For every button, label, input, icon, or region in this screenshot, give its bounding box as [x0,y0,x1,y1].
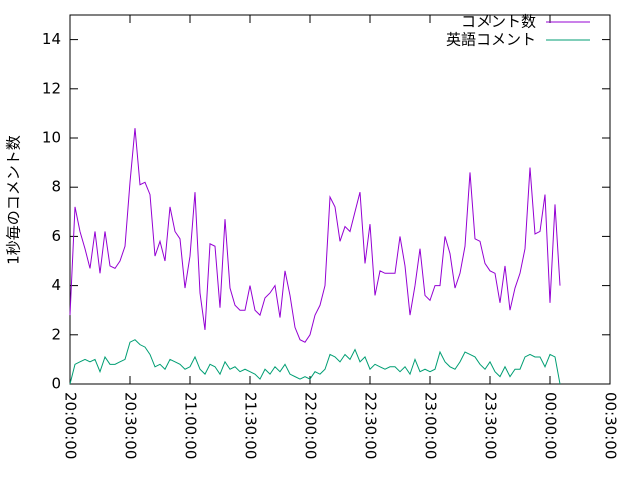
x-tick-label: 22:30:00 [362,392,380,459]
y-tick-label: 12 [42,79,61,97]
x-tick-label: 22:00:00 [302,392,320,459]
y-tick-label: 8 [51,178,61,196]
y-tick-label: 2 [51,325,61,343]
x-tick-label: 20:00:00 [62,392,80,459]
plot-frame [69,14,611,385]
x-tick-label: 23:30:00 [482,392,500,459]
data-line [69,339,561,385]
x-tick-label: 00:30:00 [602,392,620,459]
x-tick-label: 20:30:00 [122,392,140,459]
legend-label: 英語コメント [446,31,536,49]
y-tick-label: 0 [51,375,61,393]
y-tick-label: 10 [42,129,61,147]
y-tick-label: 6 [51,227,61,245]
x-tick-label: 00:00:00 [542,392,560,459]
y-tick-label: 4 [51,276,61,294]
y-axis-label: 1秒毎のコメント数 [5,135,23,265]
x-tick-label: 21:30:00 [242,392,260,459]
data-line [69,128,561,343]
y-tick-label: 14 [42,30,61,48]
legend-label: コメント数 [461,13,536,31]
x-tick-label: 23:00:00 [422,392,440,459]
x-tick-label: 21:00:00 [182,392,200,459]
